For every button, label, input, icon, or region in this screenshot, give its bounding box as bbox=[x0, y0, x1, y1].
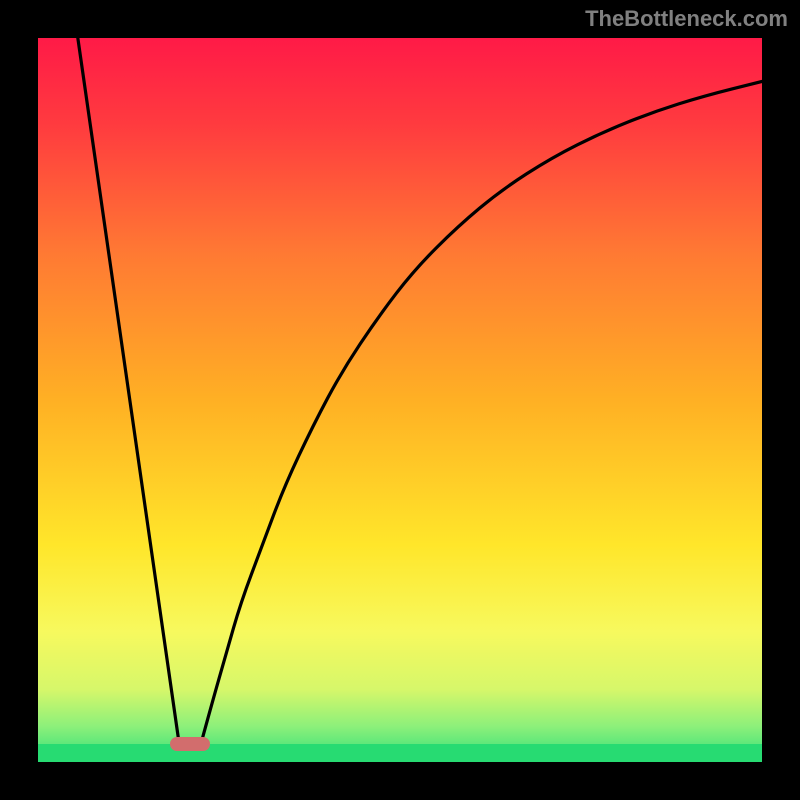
watermark-text: TheBottleneck.com bbox=[585, 6, 788, 32]
curve-layer bbox=[38, 38, 762, 762]
right-curve bbox=[201, 81, 762, 743]
left-curve bbox=[78, 38, 179, 744]
plot-area bbox=[38, 38, 762, 762]
chart-container: TheBottleneck.com bbox=[0, 0, 800, 800]
bottleneck-marker bbox=[170, 737, 210, 751]
